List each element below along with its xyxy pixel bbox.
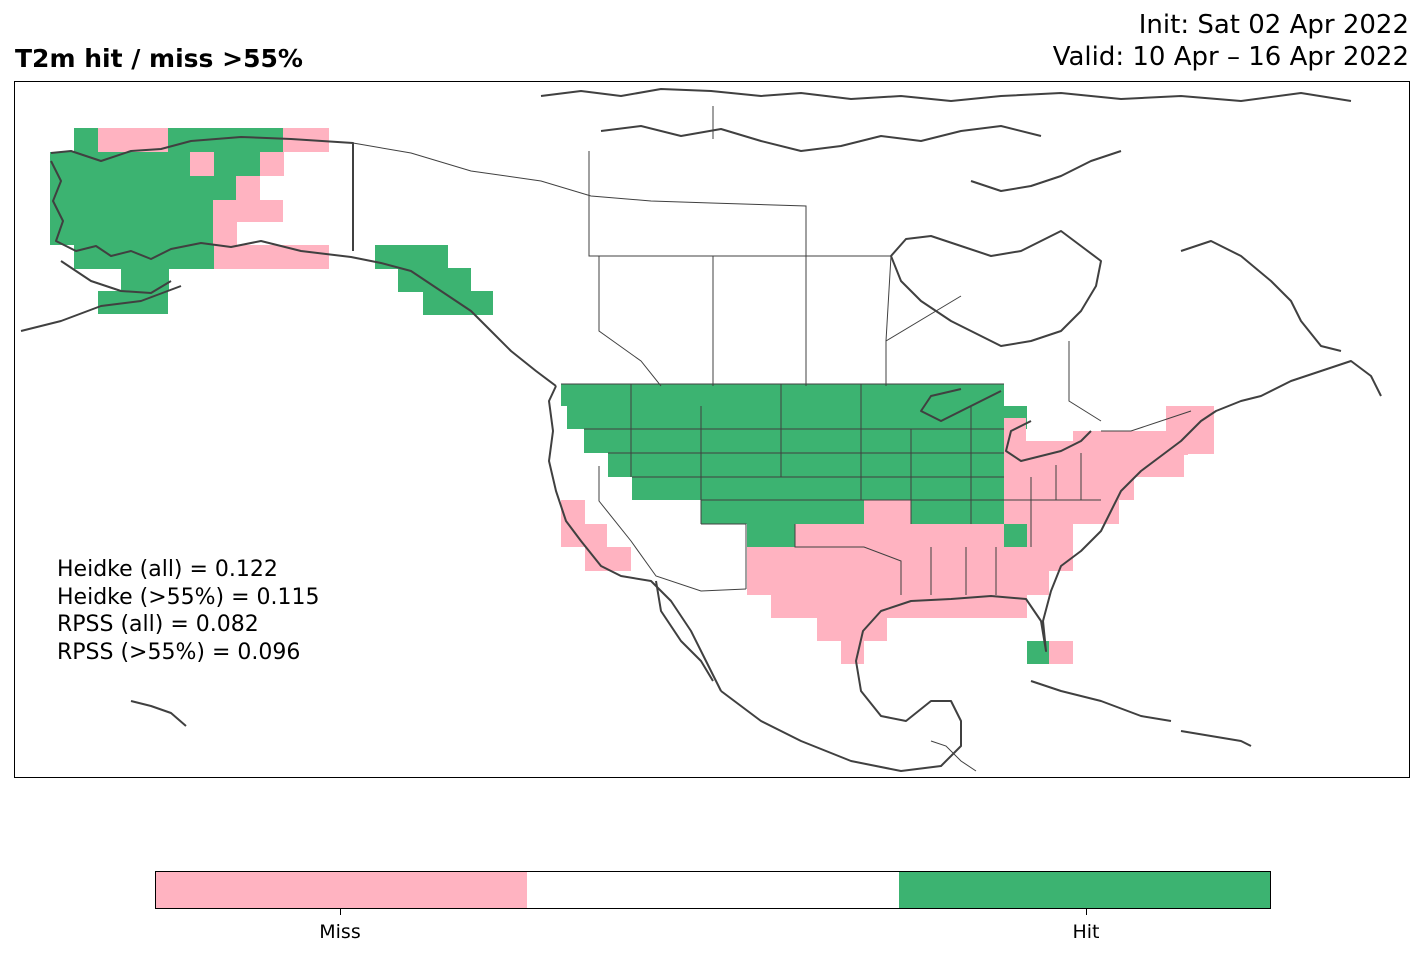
colorbar-label-miss: Miss bbox=[319, 921, 361, 943]
skill-scores: Heidke (all) = 0.122 Heidke (>55%) = 0.1… bbox=[57, 556, 320, 666]
alaska-cells bbox=[50, 128, 493, 315]
coastlines bbox=[20, 88, 1382, 772]
map-panel bbox=[14, 81, 1410, 778]
miss-region bbox=[561, 406, 1214, 664]
hit-region bbox=[561, 384, 1049, 664]
borders bbox=[352, 106, 1192, 772]
colorbar-hit bbox=[898, 872, 1270, 908]
score-heidke-55: Heidke (>55%) = 0.115 bbox=[57, 584, 320, 610]
map-svg bbox=[20, 88, 1382, 772]
colorbar-tick-hit bbox=[1086, 909, 1087, 915]
colorbar-neutral bbox=[527, 872, 899, 908]
colorbar-miss bbox=[156, 872, 528, 908]
colorbar-label-hit: Hit bbox=[1072, 921, 1100, 943]
chart-title: T2m hit / miss >55% bbox=[15, 44, 303, 73]
colorbar bbox=[155, 871, 1271, 909]
init-date: Init: Sat 02 Apr 2022 bbox=[1138, 10, 1409, 40]
score-heidke-all: Heidke (all) = 0.122 bbox=[57, 557, 278, 582]
colorbar-tick-miss bbox=[340, 909, 341, 915]
valid-period: Valid: 10 Apr – 16 Apr 2022 bbox=[1052, 42, 1409, 72]
score-rpss-55: RPSS (>55%) = 0.096 bbox=[57, 639, 301, 665]
score-rpss-all: RPSS (all) = 0.082 bbox=[57, 612, 259, 637]
